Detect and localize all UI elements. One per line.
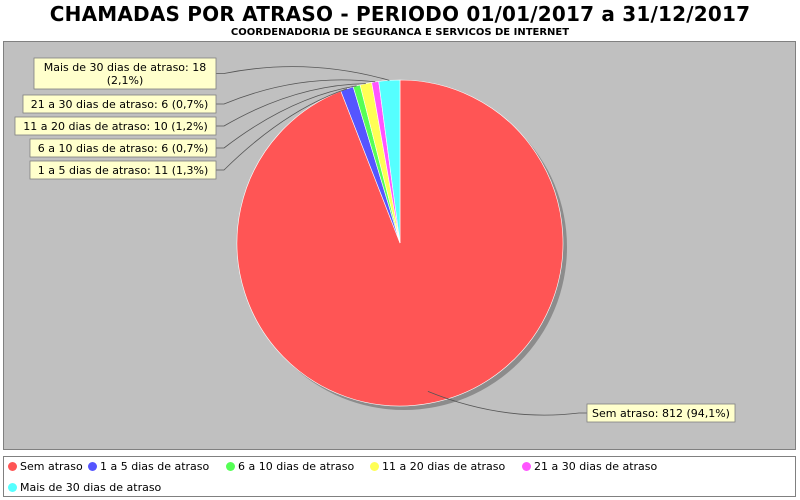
label-connector: [216, 85, 357, 149]
slice-label-box: [33, 57, 217, 90]
slice-label: 6 a 10 dias de atraso: 6 (0,7%): [38, 142, 208, 155]
legend-item: Sem atraso: [8, 460, 83, 473]
plot-area: Sem atraso: 812 (94,1%) 1 a 5 dias de atr…: [3, 41, 796, 450]
slice-label: 1 a 5 dias de atraso: 11 (1,3%): [38, 164, 208, 177]
legend-label: 21 a 30 dias de atraso: [534, 460, 658, 473]
chart-subtitle: COORDENADORIA DE SEGURANCA E SERVICOS DE…: [230, 27, 570, 38]
legend-label: 6 a 10 dias de atraso: [238, 460, 355, 473]
legend-marker-icon: [226, 462, 235, 471]
legend-item: 6 a 10 dias de atraso: [226, 460, 354, 473]
label-connector: [216, 66, 390, 81]
legend-marker-icon: [88, 462, 97, 471]
slice-label: (2,1%): [107, 74, 144, 87]
label-connector: [216, 88, 348, 171]
slice-label-box: [29, 160, 217, 180]
slice-label: Mais de 30 dias de atraso: 18: [44, 61, 207, 74]
label-connector: [216, 79, 376, 105]
label-connector: [427, 391, 587, 416]
legend-label: 1 a 5 dias de atraso: [100, 460, 210, 473]
legend-item: 1 a 5 dias de atraso: [88, 460, 209, 473]
legend-marker-icon: [8, 483, 17, 492]
slice-label: 21 a 30 dias de atraso: 6 (0,7%): [31, 98, 208, 111]
slice-label-box: [586, 403, 736, 423]
slice-label-box: [29, 138, 217, 158]
legend-item: 11 a 20 dias de atraso: [370, 460, 505, 473]
legend-label: Sem atraso: [20, 460, 83, 473]
pie-chart: Sem atraso: 812 (94,1%) 1 a 5 dias de atr…: [14, 57, 736, 423]
legend-label: Mais de 30 dias de atraso: [20, 481, 162, 494]
legend-item: Mais de 30 dias de atraso: [8, 481, 161, 494]
slice-label: Sem atraso: 812 (94,1%): [592, 407, 730, 420]
legend-label: 11 a 20 dias de atraso: [382, 460, 506, 473]
legend-item: 21 a 30 dias de atraso: [522, 460, 657, 473]
label-connector: [216, 83, 366, 127]
slice-label: 11 a 20 dias de atraso: 10 (1,2%): [23, 120, 207, 133]
chart-title: CHAMADAS POR ATRASO - PERIODO 01/01/2017…: [49, 2, 751, 26]
legend: Sem atraso 1 a 5 dias de atraso 6 a 10 dia…: [3, 456, 796, 497]
slice-label-box: [14, 116, 217, 136]
legend-marker-icon: [370, 462, 379, 471]
legend-marker-icon: [8, 462, 17, 471]
legend-marker-icon: [522, 462, 531, 471]
slice-label-box: [22, 94, 217, 114]
pie-slice[interactable]: [378, 79, 401, 244]
